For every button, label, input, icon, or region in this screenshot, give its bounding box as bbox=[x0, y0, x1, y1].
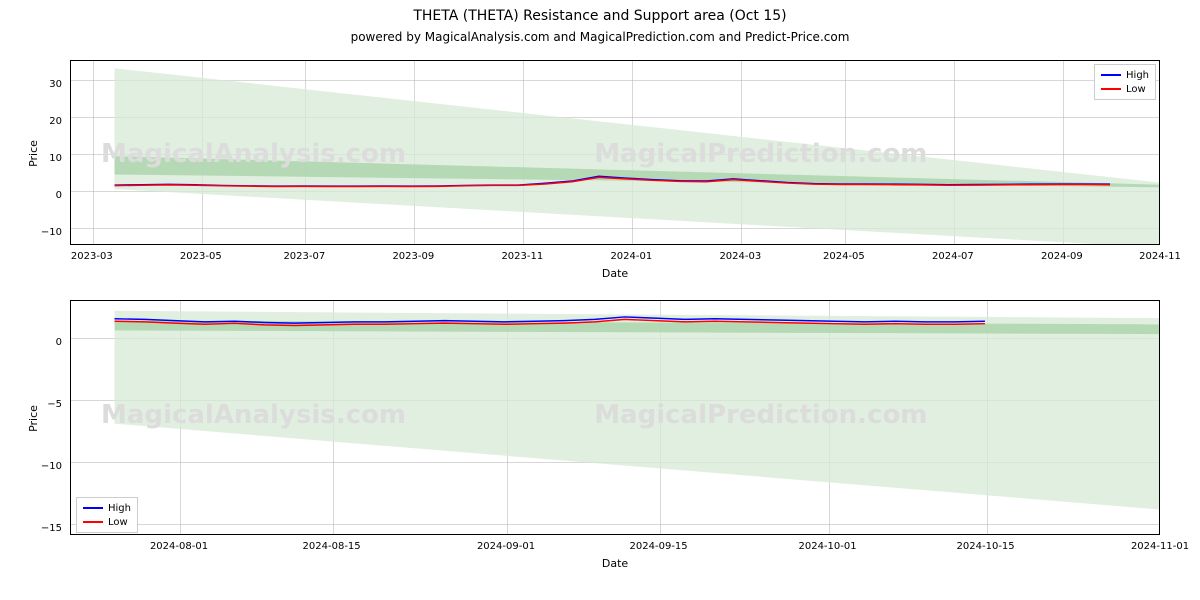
plot-area: MagicalAnalysis.comMagicalPrediction.com bbox=[70, 300, 1160, 535]
x-tick-label: 2024-09-01 bbox=[477, 541, 535, 552]
legend-label-high: High bbox=[108, 503, 131, 514]
legend: High Low bbox=[76, 497, 138, 533]
x-tick-label: 2024-08-01 bbox=[150, 541, 208, 552]
legend-label-low: Low bbox=[108, 517, 128, 528]
x-tick-label: 2024-09-15 bbox=[630, 541, 688, 552]
x-tick-label: 2024-10-15 bbox=[957, 541, 1015, 552]
chart-panel-2: MagicalAnalysis.comMagicalPrediction.com… bbox=[0, 0, 1200, 600]
x-tick-label: 2024-08-15 bbox=[303, 541, 361, 552]
x-axis-label: Date bbox=[602, 557, 628, 570]
x-tick-label: 2024-11-01 bbox=[1131, 541, 1189, 552]
y-axis-label: Price bbox=[27, 405, 40, 432]
legend-item-high: High bbox=[83, 501, 131, 515]
legend-item-low: Low bbox=[83, 515, 131, 529]
x-tick-label: 2024-10-01 bbox=[798, 541, 856, 552]
high-line bbox=[115, 317, 985, 323]
